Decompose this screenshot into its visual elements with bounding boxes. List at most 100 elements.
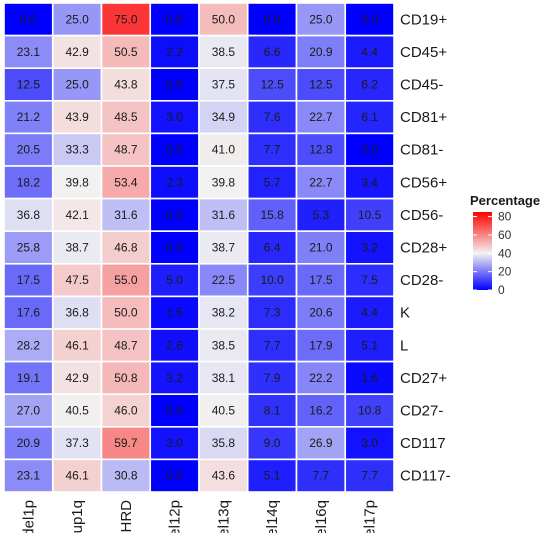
column-label: del12p <box>167 500 184 533</box>
heatmap-cell <box>295 197 347 233</box>
cell-value-label: 5.7 <box>264 175 281 189</box>
cell-value-label: 0.0 <box>361 12 378 26</box>
legend-tick-label: 60 <box>498 228 512 242</box>
heatmap-cell <box>100 393 152 428</box>
heatmap-cell <box>51 34 103 69</box>
cell-value-label: 37.5 <box>212 78 236 92</box>
cell-value-label: 34.9 <box>212 110 236 124</box>
cell-value-label: 2.6 <box>166 338 183 352</box>
heatmap-cell <box>3 393 54 428</box>
cell-value-label: 4.4 <box>361 45 378 59</box>
column-labels: del1p dup1q HRD del12p del13q del14q del16q del… <box>20 500 378 533</box>
heatmap-cell <box>246 458 298 493</box>
cell-value-label: 3.2 <box>166 371 183 385</box>
cell-value-label: 23.1 <box>17 45 41 59</box>
cell-value-label: 5.0 <box>166 273 183 287</box>
heatmap-cell <box>149 262 200 298</box>
cell-value-label: 59.7 <box>114 436 138 450</box>
heatmap-cell <box>295 295 347 330</box>
cell-value-label: 0.0 <box>166 404 183 418</box>
cell-value-label: 0.0 <box>264 12 281 26</box>
heatmap-cell <box>3 67 54 102</box>
heatmap-cell <box>51 262 103 298</box>
cell-value-label: 43.6 <box>212 469 236 483</box>
cell-value-label: 25.0 <box>309 12 333 26</box>
cell-value-label: 31.6 <box>114 208 138 222</box>
cell-value-label: 53.4 <box>114 175 138 189</box>
cell-value-label: 22.2 <box>309 371 333 385</box>
heatmap-cell <box>51 393 103 428</box>
cell-value-label: 55.0 <box>114 273 138 287</box>
cell-value-label: 0.0 <box>166 208 183 222</box>
row-label: CD81+ <box>400 109 447 126</box>
legend-title: Percentage <box>470 193 540 208</box>
cell-value-label: 3.0 <box>361 436 378 450</box>
cell-value-label: 41.0 <box>212 143 236 157</box>
cell-value-label: 38.7 <box>212 241 236 255</box>
cell-value-label: 22.5 <box>212 273 236 287</box>
cell-value-label: 0.0 <box>166 78 183 92</box>
cell-value-label: 48.5 <box>114 110 138 124</box>
cell-value-label: 6.6 <box>264 45 281 59</box>
cell-value-label: 50.0 <box>212 12 236 26</box>
cell-value-label: 26.9 <box>309 436 333 450</box>
heatmap-cell <box>246 34 298 69</box>
heatmap-cell <box>344 34 395 69</box>
cell-value-label: 4.4 <box>361 306 378 320</box>
heatmap-cell <box>3 328 54 363</box>
heatmap-cell <box>246 197 298 233</box>
heatmap-cell <box>149 132 200 167</box>
cell-value-label: 42.9 <box>65 45 89 59</box>
column-label: HRD <box>118 500 135 533</box>
heatmap-cell <box>344 295 395 330</box>
cell-value-label: 1.6 <box>361 371 378 385</box>
color-legend: Percentage 0 20 40 60 80 <box>470 193 540 297</box>
cell-value-label: 30.8 <box>114 469 138 483</box>
cell-value-label: 42.9 <box>65 371 89 385</box>
cell-value-label: 46.0 <box>114 404 138 418</box>
cell-value-label: 3.2 <box>361 241 378 255</box>
cell-value-label: 10.8 <box>358 404 382 418</box>
cell-value-label: 7.7 <box>313 469 330 483</box>
heatmap-cell <box>100 230 152 265</box>
heatmap-cell <box>51 197 103 233</box>
row-label: CD45- <box>400 77 443 94</box>
heatmap-cell <box>100 67 152 102</box>
cell-value-label: 37.3 <box>65 436 89 450</box>
cell-value-label: 75.0 <box>114 12 138 26</box>
cell-value-label: 0.0 <box>361 143 378 157</box>
heatmap-cell <box>246 295 298 330</box>
cell-value-label: 25.8 <box>17 241 41 255</box>
column-label: del13q <box>215 500 232 533</box>
heatmap-cell <box>198 328 249 363</box>
cell-value-label: 25.0 <box>65 12 89 26</box>
heatmap-cell <box>3 360 54 396</box>
cell-value-label: 48.7 <box>114 338 138 352</box>
cell-value-label: 8.1 <box>264 404 281 418</box>
heatmap-cell <box>344 360 395 396</box>
cell-value-label: 20.9 <box>309 45 333 59</box>
cell-value-label: 46.8 <box>114 241 138 255</box>
heatmap-cell <box>198 197 249 233</box>
cell-value-label: 2.3 <box>166 175 183 189</box>
cell-value-label: 6.1 <box>361 110 378 124</box>
heatmap-cell <box>344 2 395 37</box>
cell-value-label: 31.6 <box>212 208 236 222</box>
heatmap-cell <box>246 425 298 461</box>
cell-value-label: 12.5 <box>260 78 284 92</box>
heatmap-cell <box>344 393 395 428</box>
row-label: CD117- <box>400 468 451 485</box>
heatmap-cell <box>246 165 298 200</box>
cell-value-label: 48.7 <box>114 143 138 157</box>
heatmap-cell <box>295 328 347 363</box>
column-label: del14q <box>264 500 281 533</box>
cell-value-label: 20.5 <box>17 143 41 157</box>
cell-value-label: 16.2 <box>309 404 333 418</box>
cell-value-label: 9.0 <box>264 436 281 450</box>
cell-value-label: 23.1 <box>17 469 41 483</box>
cell-value-label: 17.5 <box>309 273 333 287</box>
cell-value-label: 6.4 <box>264 241 281 255</box>
row-label: CD45+ <box>400 44 447 61</box>
row-label: CD81- <box>400 142 443 159</box>
cell-value-label: 5.3 <box>313 208 330 222</box>
